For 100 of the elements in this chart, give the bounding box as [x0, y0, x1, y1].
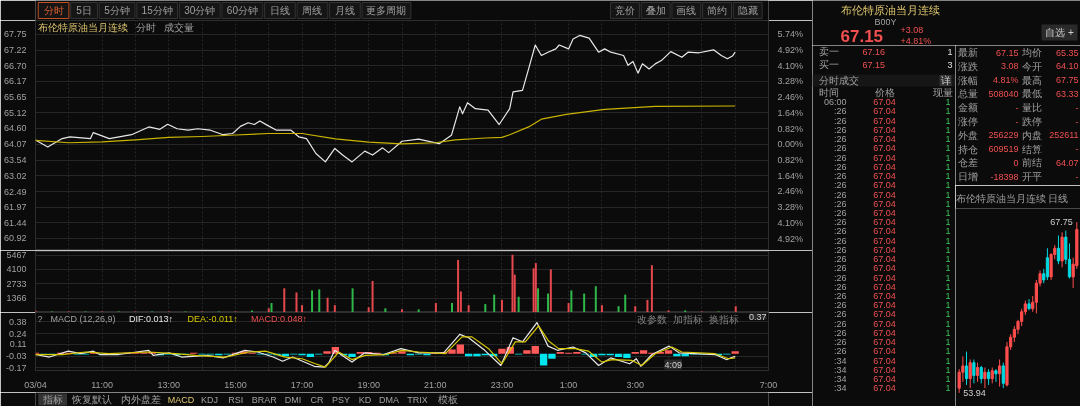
- annotation: 53.94: [963, 387, 986, 398]
- text: :26 67.04 1: [833, 124, 951, 135]
- annotation: ?: [37, 313, 43, 324]
- text: :26 67.04 1: [833, 106, 951, 117]
- text: 内外盘差: [121, 394, 162, 405]
- y2-tick-label: 3.28%: [777, 76, 804, 87]
- y2-tick-label: 4.10%: [777, 60, 804, 71]
- text: +3.08: [900, 24, 924, 35]
- text: 竞价: [614, 5, 635, 16]
- text: KDJ: [200, 394, 218, 405]
- text: :26 67.04 1: [833, 171, 951, 182]
- annotation: MACD (12,26,9): [50, 313, 116, 324]
- y-tick-label: 63.54: [3, 155, 27, 166]
- text: 持仓 609519 结算 -: [957, 143, 1079, 155]
- text: 分时: [43, 5, 64, 16]
- text: :26 67.04 1: [833, 198, 951, 209]
- text: 金额 - 量比 -: [957, 102, 1079, 114]
- text: :26 67.04 1: [833, 254, 951, 265]
- text: 日线: [269, 5, 290, 16]
- text: CR: [310, 394, 324, 405]
- text: +4.81%: [900, 35, 932, 46]
- text: MACD: [167, 394, 195, 405]
- text: 详: [940, 75, 951, 86]
- x-tick-label: 7:00: [759, 379, 778, 390]
- annotation: 成交量: [163, 21, 194, 33]
- text: 涨幅 4.81% 最高 67.75: [957, 74, 1079, 86]
- text: 总量 508040 最低 63.33: [957, 88, 1079, 100]
- text: B00Y: [874, 16, 897, 27]
- y-tick-label: 4100: [6, 264, 27, 275]
- y-tick-label: 61.44: [3, 217, 27, 228]
- x-tick-label: 3:00: [626, 379, 644, 390]
- text: :26 67.04 1: [833, 318, 951, 329]
- y-tick-label: 66.17: [3, 76, 27, 87]
- x-tick-label: 11:00: [91, 379, 114, 390]
- text: 涨跌 3.08 今开 64.10: [957, 60, 1079, 72]
- y2-tick-label: 4.92%: [777, 45, 804, 56]
- text: 15分钟: [141, 5, 173, 16]
- text: 外盘 256229 内盘 252611: [957, 129, 1079, 141]
- text: 模板: [438, 394, 459, 405]
- text: 5分钟: [104, 5, 130, 16]
- text: 涨停 - 跌停 -: [957, 116, 1079, 127]
- annotation: DIF:0.013↑: [129, 313, 174, 324]
- y-tick-label: 67.75: [3, 29, 27, 40]
- text: :34 67.04 1: [833, 383, 951, 394]
- text: RSI: [228, 394, 244, 405]
- text: 最新 67.15 均价 65.35: [957, 47, 1079, 58]
- text: 恢复默认: [71, 394, 113, 405]
- text: KD: [358, 394, 372, 405]
- text: :26 67.04 1: [833, 244, 951, 255]
- y-tick-label: 0.11: [9, 339, 27, 350]
- x-tick-label: 23:00: [490, 379, 514, 390]
- y2-tick-label: 0.82%: [777, 155, 804, 166]
- y-tick-label: 62.49: [3, 186, 27, 197]
- text: :26 67.04 1: [833, 115, 951, 126]
- text: :26 67.04 1: [833, 272, 951, 283]
- y2-tick-label: 0.82%: [777, 123, 804, 134]
- text: :26 67.04 1: [833, 346, 951, 357]
- text: DMA: [378, 394, 399, 405]
- text: 布伦特原油当月连续: [840, 3, 940, 16]
- annotation: DEA:-0.011↑: [187, 313, 238, 324]
- annotation: 分时: [135, 21, 156, 33]
- x-tick-label: 15:00: [224, 379, 247, 390]
- text: 5日: [76, 5, 92, 16]
- y-tick-label: 64.07: [3, 139, 27, 150]
- text: TRIX: [407, 394, 428, 405]
- text: DMI: [284, 394, 302, 405]
- x-tick-label: 13:00: [157, 379, 181, 390]
- text: 分时成交: [818, 75, 859, 86]
- text: :26 67.04 1: [833, 180, 951, 191]
- text: 叠加: [645, 5, 666, 16]
- annotation: 4:09: [664, 359, 682, 370]
- text: :26 67.04 1: [833, 189, 951, 200]
- text: 更多周期: [366, 5, 407, 16]
- text: :26 67.04 1: [833, 291, 951, 302]
- text: :26 67.04 1: [833, 337, 951, 348]
- text: 月线: [334, 5, 355, 16]
- text: :34 67.04 1: [833, 355, 951, 366]
- text: :26 67.04 1: [833, 152, 951, 163]
- chart-title: 布伦特原油当月连续: [37, 21, 128, 33]
- y-tick-label: 2733: [6, 278, 27, 289]
- y2-tick-label: 4.10%: [777, 217, 804, 228]
- text: 30分钟: [184, 5, 216, 16]
- text: :26 67.04 1: [833, 281, 951, 292]
- text: :26 67.04 1: [833, 263, 951, 274]
- text: :26 67.04 1: [833, 300, 951, 311]
- text: :26 67.04 1: [833, 309, 951, 320]
- y2-tick-label: 4.92%: [777, 233, 804, 244]
- y-tick-label: 65.65: [3, 92, 27, 103]
- text: :26 67.04 1: [833, 327, 951, 338]
- text: 卖一 67.16 1: [818, 46, 953, 57]
- x-tick-label: 1:00: [559, 379, 578, 390]
- text: :26 67.04 1: [833, 217, 951, 228]
- y-tick-label: -0.17: [5, 362, 27, 373]
- text: 67.15: [840, 26, 884, 46]
- y-tick-label: 66.70: [3, 60, 27, 71]
- y2-tick-label: 1.64%: [777, 107, 804, 118]
- text: 周线: [302, 5, 323, 16]
- text: 60分钟: [226, 5, 258, 16]
- text: :26 67.04 1: [833, 235, 951, 246]
- y-tick-label: 0.24: [8, 328, 27, 339]
